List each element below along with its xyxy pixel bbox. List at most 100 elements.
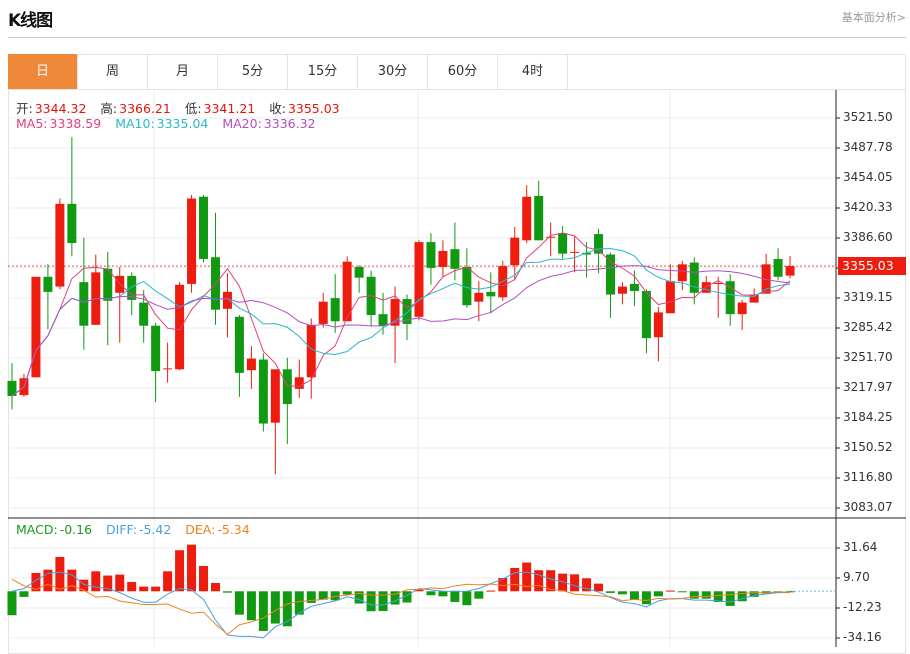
candle-down [103, 268, 113, 301]
macd-bar-positive [546, 570, 556, 592]
macd-bar-positive [79, 579, 89, 592]
macd-bar-negative [222, 591, 232, 593]
page-title: K线图 [8, 11, 53, 31]
period-tabs: 日 周 月 5分 15分 30分 60分 4时 [8, 54, 568, 89]
fundamental-analysis-link[interactable]: 基本面分析> [841, 11, 906, 24]
candle-down [151, 325, 161, 372]
tab-30min[interactable]: 30分 [358, 54, 428, 89]
candle-up [522, 196, 532, 241]
tab-5min[interactable]: 5分 [218, 54, 288, 89]
macd-bar-negative [294, 591, 304, 615]
macd-info: MACD: -0.16 DIFF: -5.42 DEA: -5.34 [16, 522, 252, 537]
candle-up [701, 282, 711, 293]
high-label: 高: [100, 101, 118, 116]
macd-bar-positive [582, 578, 592, 592]
candle-down [486, 291, 496, 297]
macd-bar-negative [701, 591, 711, 599]
macd-bar-negative [19, 591, 29, 597]
candle-up [785, 266, 795, 276]
macd-bar-positive [510, 567, 520, 592]
candle-up [653, 312, 663, 338]
candle-down [689, 262, 699, 293]
candle-down [641, 291, 651, 339]
macd-bar-positive [139, 586, 149, 592]
macd-bar-negative [258, 591, 268, 631]
macd-bar-negative [677, 591, 687, 593]
candle-up [438, 250, 448, 267]
candle-down [354, 266, 364, 278]
candle-up [617, 286, 627, 294]
macd-bar-positive [187, 544, 197, 592]
low-value: 3341.21 [203, 101, 256, 116]
tab-week[interactable]: 周 [78, 54, 148, 89]
candle-down [725, 281, 735, 315]
candle-down [629, 283, 639, 292]
candle-down [330, 298, 340, 322]
candle-down [282, 369, 292, 404]
dea-label: DEA: [185, 522, 216, 537]
price-tick: 3217.97 [843, 380, 893, 394]
diff-value: -5.42 [138, 522, 172, 537]
ma20-value: 3336.32 [263, 116, 316, 131]
macd-bar-positive [91, 571, 101, 592]
open-label: 开: [16, 101, 33, 116]
candle-down [558, 233, 568, 254]
candle-up [414, 242, 424, 317]
candle-down [773, 258, 783, 277]
candle-down [426, 242, 436, 268]
ma10-value: 3335.04 [156, 116, 209, 131]
macd-bar-negative [689, 591, 699, 599]
current-price-tag: 3355.03 [838, 257, 906, 275]
candle-up [737, 302, 747, 315]
candle-down [582, 252, 592, 255]
macd-bar-positive [498, 578, 508, 592]
macd-bar-negative [606, 591, 615, 593]
candle-up [546, 236, 556, 238]
macd-bar-negative [653, 591, 663, 597]
macd-bar-positive [67, 569, 77, 592]
price-tick: 3116.80 [843, 470, 893, 484]
candle-up [163, 368, 173, 370]
macd-bar-negative [330, 591, 340, 601]
macd-bar-negative [402, 591, 412, 603]
candle-down [139, 302, 149, 326]
macd-bar-positive [199, 565, 209, 592]
price-tick: 3319.15 [843, 290, 893, 304]
ma20-line [11, 265, 791, 397]
macd-bar-negative [785, 591, 795, 593]
candle-up [474, 292, 484, 302]
macd-bar-positive [570, 574, 580, 592]
candle-up [270, 369, 280, 423]
macd-bar-positive [594, 583, 604, 592]
macd-bar-positive [43, 569, 53, 592]
macd-bar-positive [151, 586, 161, 592]
ma20-label: MA20: [222, 116, 262, 131]
candle-down [79, 282, 89, 326]
price-tick: 3386.60 [843, 230, 893, 244]
candle-down [43, 276, 53, 292]
tab-4hour[interactable]: 4时 [498, 54, 568, 89]
tab-day[interactable]: 日 [8, 54, 78, 89]
candle-down [127, 275, 137, 300]
candle-up [175, 284, 185, 370]
tab-15min[interactable]: 15分 [288, 54, 358, 89]
macd-bar-positive [175, 550, 185, 592]
candle-up [318, 301, 328, 324]
candle-down [378, 314, 388, 326]
tab-60min[interactable]: 60分 [428, 54, 498, 89]
tab-month[interactable]: 月 [148, 54, 218, 89]
macd-bar-negative [713, 591, 723, 602]
macd-bar-negative [234, 591, 244, 615]
diff-label: DIFF: [106, 522, 137, 537]
macd-bar-negative [438, 591, 448, 597]
macd-bar-negative [749, 591, 759, 597]
macd-bar-positive [55, 556, 65, 592]
candle-down [594, 234, 604, 254]
macd-bar-negative [641, 591, 651, 605]
macd-bar-negative [270, 591, 280, 624]
ma5-value: 3338.59 [49, 116, 102, 131]
macd-bar-negative [450, 591, 460, 602]
high-value: 3366.21 [119, 101, 171, 116]
price-tick: 3420.33 [843, 200, 893, 214]
